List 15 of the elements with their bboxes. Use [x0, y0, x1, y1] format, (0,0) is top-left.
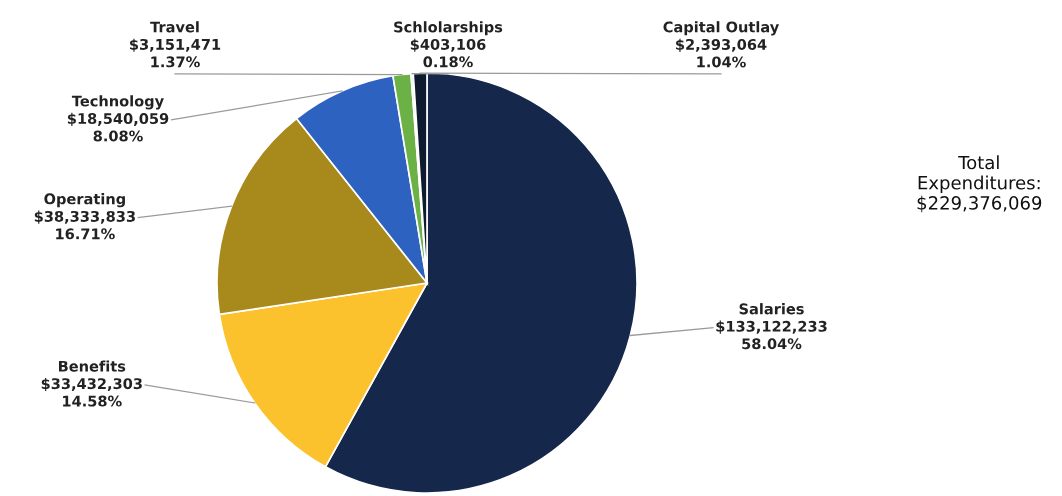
data-label: $2,393,064 1.04% [676, 38, 767, 68]
slice-label: Salaries [739, 303, 804, 315]
slice-label: Travel [150, 21, 199, 33]
slice-label: Schlolarships [394, 21, 503, 36]
slice-label: Operating [44, 193, 125, 208]
data-label: $3,151,471 1.37% [130, 38, 221, 68]
slice-label: Capital Outlay [663, 21, 779, 36]
data-label: $403,106 0.18% [410, 38, 486, 68]
data-label: $133,122,233 58.04% [716, 320, 827, 350]
data-label: $18,540,059 8.08% [67, 112, 169, 142]
data-label: $33,432,303 14.58% [41, 377, 142, 407]
text: Total Expenditures: $229,376,069 [917, 155, 1042, 213]
slice-label: Technology [71, 95, 164, 110]
slice-label: Benefits [58, 360, 126, 372]
data-label: $38,333,833 16.71% [34, 210, 135, 240]
